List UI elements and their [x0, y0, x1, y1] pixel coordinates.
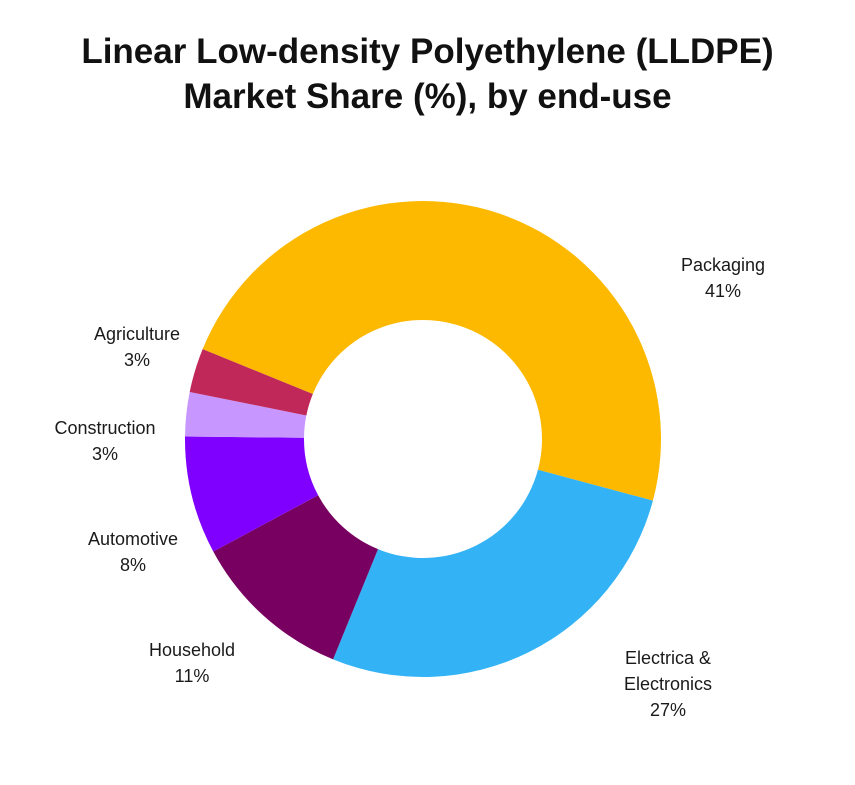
slice-automotive [185, 436, 319, 552]
label-packaging: Packaging 41% [681, 252, 765, 304]
label-value: 3% [91, 444, 118, 464]
label-value: 41% [704, 281, 742, 301]
label-text: Electrica & [624, 648, 712, 668]
label-text: Electronics [623, 674, 713, 694]
label-agriculture: Agriculture 3% [94, 321, 180, 373]
label-text: Automotive [87, 529, 179, 549]
slice-household [213, 495, 379, 660]
label-value: 27% [649, 700, 687, 720]
slice-packaging [202, 200, 662, 501]
label-value: 11% [174, 666, 210, 686]
label-text: Construction [54, 418, 156, 438]
label-construction: Construction 3% [54, 415, 155, 467]
label-text: Packaging [680, 255, 766, 275]
chart-title: Linear Low-density Polyethylene (LLDPE) [81, 32, 774, 71]
label-text: Agriculture [93, 324, 181, 344]
slice-electrica-electronics [333, 469, 653, 677]
label-value: 3% [123, 350, 151, 370]
slice-agriculture [189, 349, 313, 416]
chart-subtitle: Market Share (%), by end-use [183, 77, 672, 116]
label-household: Household 11% [149, 637, 235, 689]
slice-construction [185, 391, 307, 438]
label-text: Household [148, 640, 236, 660]
label-electrical: Electrica & Electronics 27% [624, 645, 712, 723]
label-automotive: Automotive 8% [88, 526, 178, 578]
label-value: 8% [119, 555, 147, 575]
